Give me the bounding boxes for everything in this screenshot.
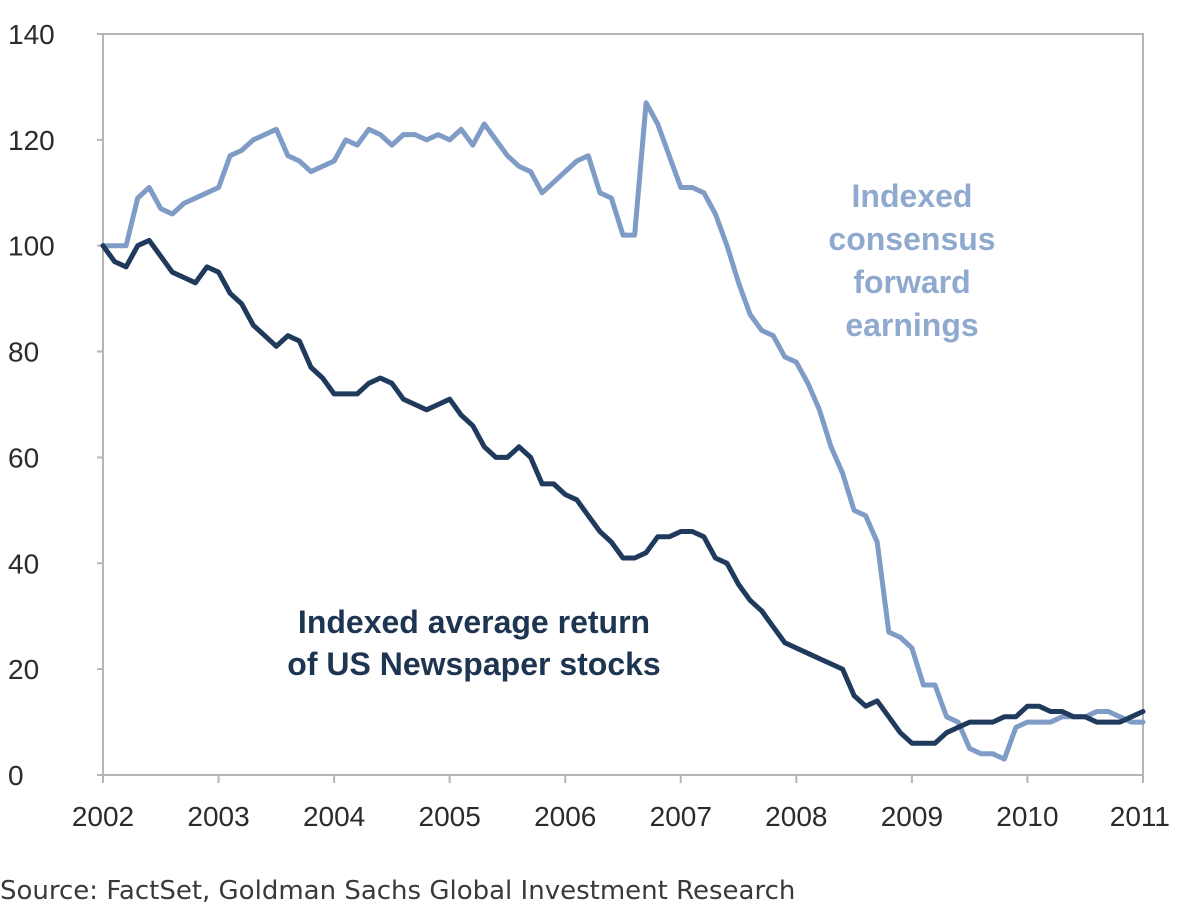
y-tick-label: 140	[8, 19, 55, 50]
annotation-earnings-line-4: earnings	[845, 307, 978, 343]
x-tick-label: 2011	[1110, 801, 1170, 832]
series-line-newspaper-stocks	[100, 237, 1146, 746]
y-tick-label: 100	[8, 231, 55, 262]
y-tick-label: 0	[8, 760, 24, 791]
y-tick-label: 20	[8, 654, 39, 685]
x-tick-label: 2004	[303, 801, 365, 832]
series-group	[100, 100, 1146, 762]
x-tick-label: 2002	[72, 801, 134, 832]
x-tick-label: 2003	[187, 801, 249, 832]
x-tick-label: 2007	[650, 801, 712, 832]
y-axis: 0 20 40 60 80 100 120 140	[8, 19, 103, 791]
annotation-newspaper-line-1: Indexed average return	[298, 604, 650, 640]
x-tick-label: 2006	[534, 801, 596, 832]
x-tick-label: 2008	[765, 801, 827, 832]
annotation-earnings-line-3: forward	[853, 264, 970, 300]
x-tick-label: 2010	[996, 801, 1058, 832]
y-tick-label: 60	[8, 442, 39, 473]
annotation-earnings-line-2: consensus	[828, 221, 995, 257]
y-tick-label: 120	[8, 125, 55, 156]
x-tick-label: 2009	[881, 801, 943, 832]
series-line-forward-earnings	[100, 100, 1146, 762]
annotation-newspaper-line-2: of US Newspaper stocks	[287, 646, 660, 682]
y-tick-label: 40	[8, 548, 39, 579]
x-tick-label: 2005	[419, 801, 481, 832]
source-caption: Source: FactSet, Goldman Sachs Global In…	[0, 876, 796, 906]
plot-area-frame	[102, 33, 1144, 776]
annotation-earnings-line-1: Indexed	[852, 178, 973, 214]
y-tick-label: 80	[8, 337, 39, 368]
x-axis: 2002 2003 2004 2005 2006 2007 2008 2009 2010 2011	[72, 775, 1170, 832]
